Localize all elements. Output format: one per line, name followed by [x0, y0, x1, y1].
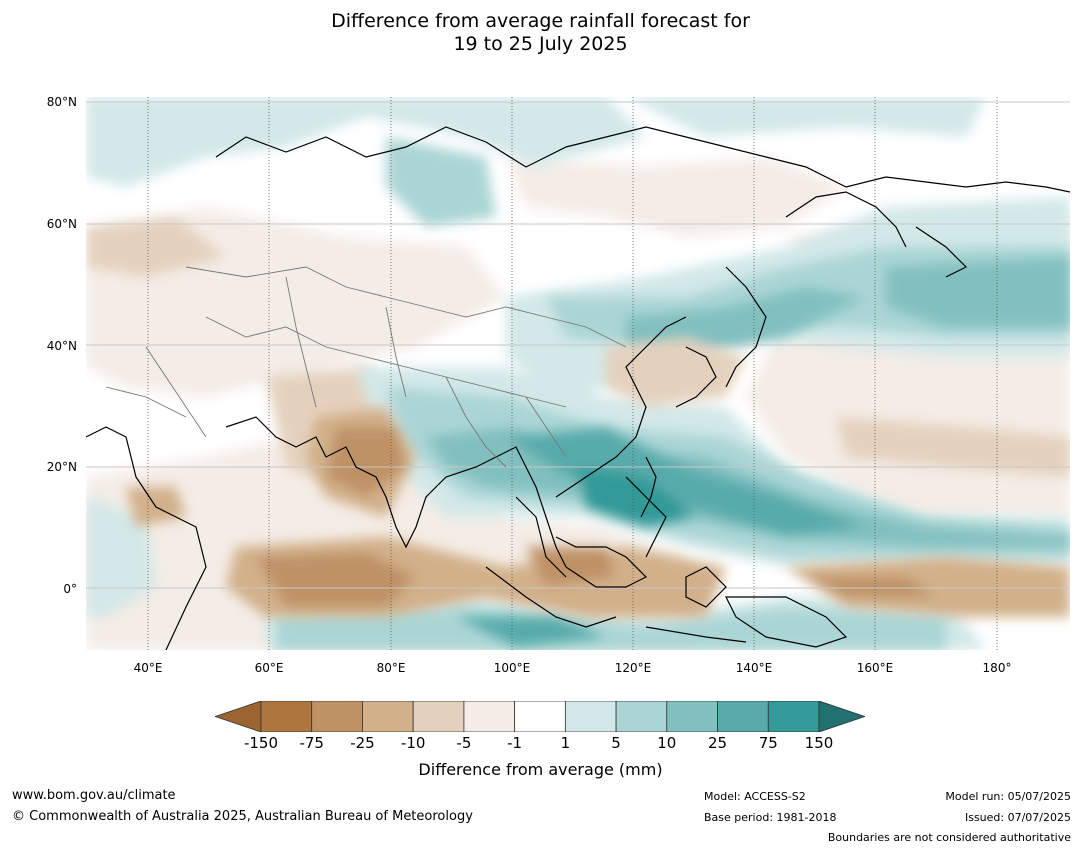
colorbar-tick-label: -10 [400, 734, 426, 752]
colorbar-tick-label: 5 [611, 734, 621, 752]
colorbar-segment [362, 701, 414, 732]
colorbar-tick-label: 1 [560, 734, 571, 752]
map-title: Difference from average rainfall forecas… [0, 10, 1081, 56]
colorbar-tick-label: 150 [804, 734, 834, 752]
colorbar-segment [717, 701, 769, 732]
colorbar-tick-label: -25 [350, 734, 375, 752]
title-line-2: 19 to 25 July 2025 [453, 33, 628, 55]
lon-label-180: 180° [982, 661, 1012, 675]
colorbar-segment [260, 701, 313, 732]
colorbar-segment [564, 701, 617, 732]
dry-anomaly-strong [126, 337, 1070, 617]
colorbar-tick-label: -1 [507, 734, 523, 752]
colorbar-segment [666, 701, 718, 732]
footer-base-period: Base period: 1981-2018 [704, 811, 837, 824]
colorbar-segment [767, 701, 820, 732]
colorbar-tick-label: -150 [243, 734, 279, 752]
lat-label-20n: 20°N [46, 460, 77, 474]
lon-label-120e: 120°E [614, 661, 652, 675]
colorbar-segment [463, 701, 516, 732]
country-borders [105, 266, 627, 468]
colorbar-label: Difference from average (mm) [418, 760, 663, 779]
colorbar-segment [514, 701, 566, 732]
footer-issued: Issued: 07/07/2025 [964, 811, 1071, 824]
footer-website: www.bom.gov.au/climate [12, 788, 176, 803]
colorbar-segment [311, 701, 363, 732]
map-canvas [86, 97, 1070, 650]
colorbar-tick-label: 75 [758, 734, 778, 752]
lon-label-60e: 60°E [254, 661, 284, 675]
lat-label-0: 0° [63, 582, 77, 596]
colorbar-tick-label: -75 [299, 734, 324, 752]
colorbar-tick-label: 25 [707, 734, 728, 752]
lon-label-100e: 100°E [493, 661, 531, 675]
lon-label-80e: 80°E [376, 661, 406, 675]
colorbar-tick-label: 10 [657, 734, 677, 752]
colorbar-tick-label: -5 [456, 734, 472, 752]
lat-label-40n: 40°N [46, 339, 77, 353]
lon-label-140e: 140°E [735, 661, 773, 675]
colorbar [215, 701, 865, 732]
footer-copyright: © Commonwealth of Australia 2025, Austra… [12, 809, 473, 824]
footer-model-run: Model run: 05/07/2025 [945, 790, 1071, 803]
latitude-gridlines [86, 101, 1070, 589]
rainfall-anomaly-map [86, 97, 1070, 650]
lon-label-160e: 160°E [856, 661, 894, 675]
longitude-gridlines [147, 97, 998, 650]
lon-label-40e: 40°E [133, 661, 163, 675]
coastlines [86, 126, 1070, 650]
colorbar-segment [412, 701, 465, 732]
lat-label-60n: 60°N [46, 217, 77, 231]
lat-label-80n: 80°N [46, 95, 77, 109]
title-line-1: Difference from average rainfall forecas… [331, 10, 750, 32]
footer-model: Model: ACCESS-S2 [704, 790, 806, 803]
colorbar-extend-high [818, 701, 865, 732]
colorbar-segment [615, 701, 668, 732]
colorbar-extend-low [215, 701, 262, 732]
footer-disclaimer: Boundaries are not considered authoritat… [827, 831, 1071, 844]
